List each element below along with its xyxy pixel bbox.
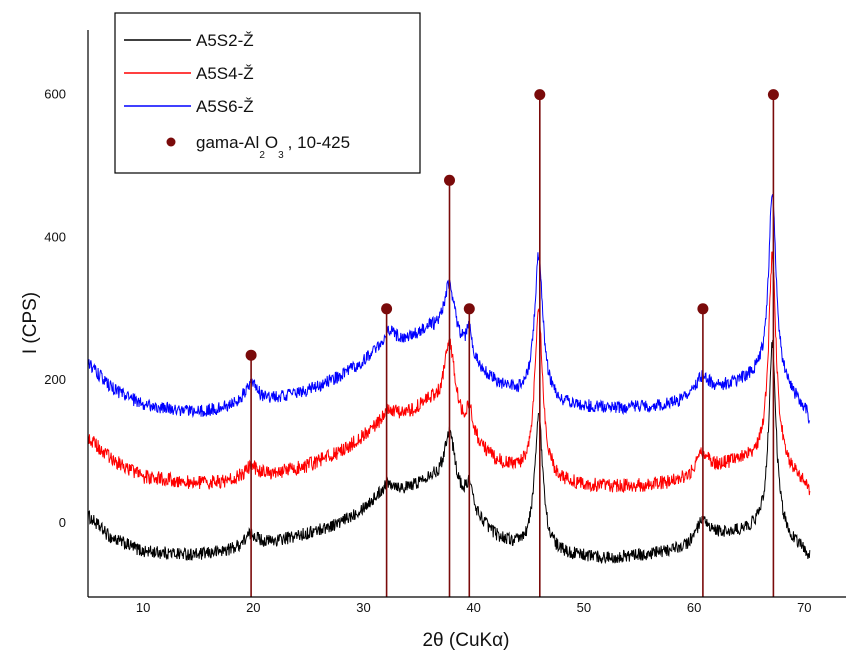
y-tick-label: 600 <box>44 87 66 102</box>
y-tick-label: 0 <box>59 515 66 530</box>
x-tick-label: 20 <box>246 600 260 615</box>
reference-peak-marker <box>767 89 779 101</box>
y-tick-label: 400 <box>44 229 66 244</box>
y-tick-labels: 0 200 400 600 <box>44 87 66 530</box>
reference-peak-marker <box>381 303 393 315</box>
reference-peak-marker <box>245 349 257 361</box>
x-tick-label: 10 <box>136 600 150 615</box>
legend-label-reference: gama-Al2O3 , 10-425 <box>196 133 350 161</box>
x-tick-label: 70 <box>797 600 811 615</box>
reference-peak-marker <box>697 303 709 315</box>
legend-ref-prefix: gama-Al <box>196 133 259 152</box>
legend-ref-sub1: 2 <box>259 150 265 161</box>
x-axis-label: 2θ (CuKα) <box>422 630 509 651</box>
x-tick-label: 60 <box>687 600 701 615</box>
legend-label-a5s2: A5S2-Ž <box>196 31 254 50</box>
legend-ref-suffix: , 10-425 <box>288 133 350 152</box>
reference-layer <box>245 89 779 597</box>
reference-peak-marker <box>463 303 475 315</box>
x-tick-label: 50 <box>577 600 591 615</box>
x-tick-labels: 10 20 30 40 50 60 70 <box>136 600 812 615</box>
reference-peak-marker <box>534 89 546 101</box>
reference-peak-marker <box>444 174 455 186</box>
y-axis-label: I (CPS) <box>20 292 41 354</box>
x-tick-label: 40 <box>466 600 480 615</box>
x-tick-label: 30 <box>356 600 370 615</box>
y-tick-label: 200 <box>44 372 66 387</box>
legend-label-a5s6: A5S6-Ž <box>196 97 254 116</box>
legend-label-a5s4: A5S4-Ž <box>196 64 254 83</box>
legend-marker-reference <box>166 137 176 147</box>
legend-ref-mid: O <box>265 133 278 152</box>
legend-ref-sub2: 3 <box>278 150 284 161</box>
legend: A5S2-Ž A5S4-Ž A5S6-Ž gama-Al2O3 , 10-425 <box>114 12 421 174</box>
